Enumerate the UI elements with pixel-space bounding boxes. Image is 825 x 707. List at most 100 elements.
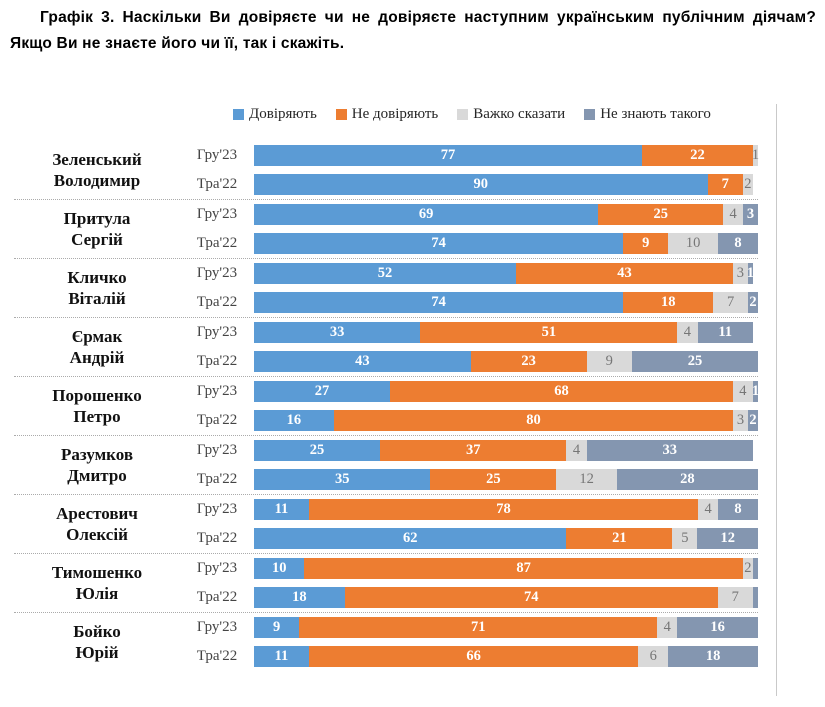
bar-segment-trust: 18 [254,587,345,608]
bar-segment-unknown: 12 [697,528,758,549]
legend-item-unknown: Не знають такого [584,106,711,123]
bar-value-label: 18 [705,648,721,664]
bar-segment-distrust: 25 [430,469,557,490]
person-group: Кличко Віталій Гру'23 52 43 3 1 Тра'22 74 18 7 2 [14,258,759,317]
bar-value-label: 4 [683,324,692,340]
bar-value-label: 4 [663,619,671,635]
period-label: Гру'23 [196,442,238,458]
bar-segment-distrust: 22 [642,145,753,166]
bar-value-label: 4 [572,442,581,458]
plot-right-border [776,104,777,696]
bar-value-label: 4 [739,383,747,399]
bar-value-label: 2 [744,560,752,576]
bar-value-label: 4 [704,501,712,517]
person-name: Арестович Олексій [14,503,180,545]
bar-segment-hard: 3 [732,263,748,284]
period-label: Тра'22 [196,471,238,487]
period-label: Тра'22 [196,589,238,605]
bar-value-label: 74 [431,235,446,251]
bar-value-label: 8 [734,235,742,251]
bar-segment-trust: 74 [254,233,624,254]
bar-segment-unknown: 16 [677,617,758,638]
bar-track: 11 66 6 18 [254,646,758,667]
bar-value-label: 7 [721,176,729,192]
bar-value-label: 21 [612,530,627,546]
bar-segment-trust: 16 [254,410,334,431]
bar-value-label: 10 [685,235,701,251]
bar-segment-trust: 33 [254,322,421,343]
bar-value-label: 16 [710,619,725,635]
bar-value-label: 43 [617,265,632,281]
bar-value-label: 2 [749,294,757,310]
bar-segment-trust: 25 [254,440,380,461]
bar-value-label: 2 [744,176,752,192]
bar-value-label: 11 [718,324,733,340]
bar-segment-distrust: 37 [380,440,567,461]
bar-value-label: 16 [286,412,302,428]
person-name-line: Разумков [60,445,134,464]
legend-swatch-hard [457,109,469,120]
bar-track: 43 23 9 25 [254,351,758,372]
bar-segment-unknown: 8 [718,233,758,254]
bar-value-label: 87 [516,560,531,576]
bar-segment-distrust: 68 [390,381,733,402]
bar-track: 52 43 3 1 [254,263,758,284]
bar-segment-distrust: 80 [333,410,734,431]
bar-value-label: 25 [309,442,325,458]
bar-segment-unknown: 1 [747,263,754,284]
bar-segment-hard: 2 [742,558,753,579]
bar-value-label: 62 [402,530,418,546]
person-name: Притула Сергій [14,208,180,250]
bar-value-label: 25 [687,353,703,369]
bar-track: 90 7 2 [254,174,758,195]
period-label: Тра'22 [196,294,238,310]
bar-segment-trust: 35 [254,469,431,490]
legend-label: Не знають такого [600,106,711,122]
person-group: Притула Сергій Гру'23 69 25 4 3 Тра'22 74 9 10 8 [14,199,758,258]
period-label: Тра'22 [196,235,238,251]
bar-segment-trust: 52 [254,263,517,284]
bar-segment-unknown: 11 [697,322,753,343]
bar-segment-unknown: 2 [748,292,759,313]
person-name-line: Юрій [75,643,119,662]
bar-segment-hard: 1 [752,145,759,166]
period-label: Тра'22 [196,648,238,664]
person-name-line: Володимир [53,171,141,190]
legend-item-trust: Довіряють [233,106,317,123]
legend-swatch-unknown [584,109,596,120]
bar-value-label: 68 [554,383,569,399]
legend-item-distrust: Не довіряють [335,106,438,123]
bar-segment-unknown: 3 [743,204,758,225]
bar-value-label: 71 [471,619,486,635]
bar-value-label: 27 [314,383,330,399]
person-rows: Гру'23 77 22 1 Тра'22 90 7 2 [180,141,759,199]
person-name-line: Олексій [66,525,128,544]
bar-segment-unknown: 8 [718,499,758,520]
bar-value-label: 22 [690,147,705,163]
bar-segment-distrust: 43 [516,263,733,284]
period-label: Гру'23 [196,619,238,635]
bar-value-label: 74 [523,589,539,605]
bar-segment-hard: 4 [657,617,678,638]
period-label: Тра'22 [196,353,238,369]
person-name-line: Зеленський [52,150,142,169]
bar-segment-hard: 9 [586,351,632,372]
bar-segment-hard: 3 [733,410,749,431]
bar-value-label: 43 [355,353,370,369]
bar-row: Тра'22 35 25 12 28 [180,465,758,494]
bar-segment-hard: 12 [556,469,617,490]
person-name-line: Сергій [71,230,123,249]
bar-track: 74 9 10 8 [254,233,758,254]
bar-row: Тра'22 11 66 6 18 [180,642,758,671]
person-group: Єрмак Андрій Гру'23 33 51 4 11 Тра'22 43 23 9 25 [14,317,758,376]
bar-segment-unknown: 1 [751,381,760,402]
bar-segment-trust: 11 [254,646,309,667]
bar-value-label: 8 [734,501,742,517]
bar-value-label: 1 [751,383,760,399]
legend-label: Важко сказати [473,106,566,122]
bar-segment-unknown: 25 [631,351,758,372]
person-name-line: Юлія [75,584,119,603]
period-label: Гру'23 [196,383,238,399]
bar-row: Тра'22 62 21 5 12 [180,524,758,553]
